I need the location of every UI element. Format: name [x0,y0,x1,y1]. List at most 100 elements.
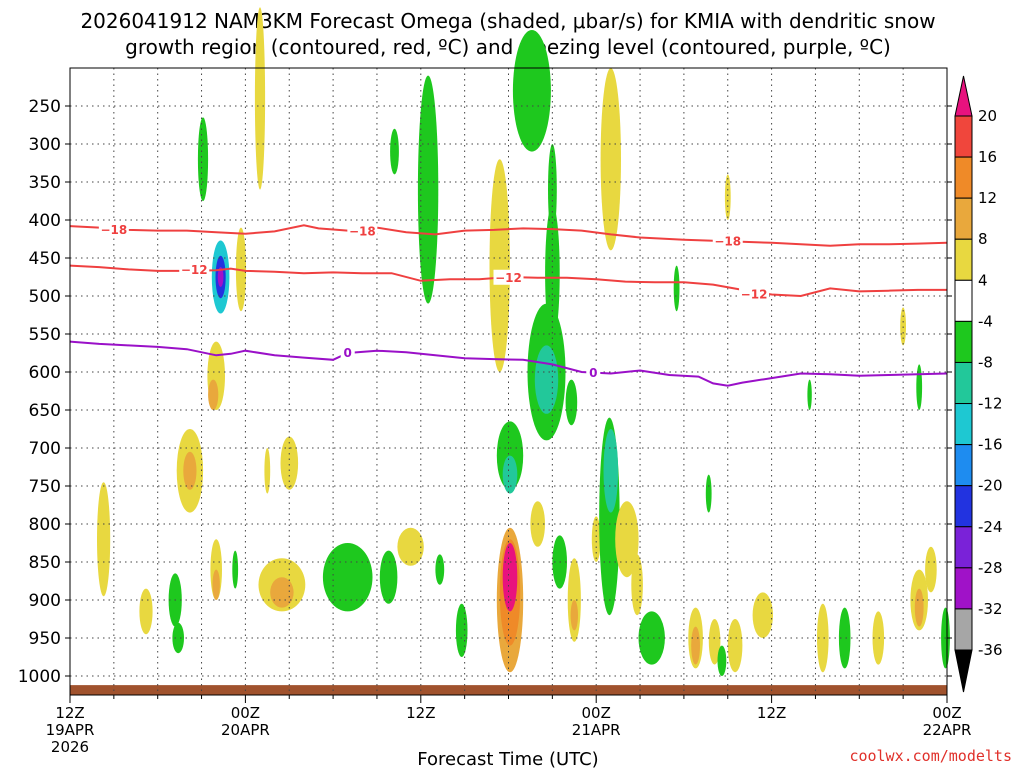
contour-label-background [347,223,378,239]
contour-line [69,224,948,247]
omega-cell [565,379,578,426]
x-axis: 12Z 19APR 2026 00Z 20APR 12Z 00Z 21APR 12Z 00Z 22A… [46,695,972,756]
omega-cell [502,543,518,612]
x-tick-label: 12Z [406,704,435,722]
y-tick-label: 700 [29,439,61,459]
omega-cell [600,68,621,251]
omega-cell [270,577,294,608]
colorbar-tick-label: -4 [978,312,993,330]
omega-cell [615,501,639,578]
omega-cell [838,607,851,669]
contour-label: 0 [589,366,597,380]
contour-label-background [712,233,743,249]
y-tick-label: 800 [29,515,61,535]
contour-label-background [493,269,524,285]
y-tick-label: 1000 [18,667,61,687]
omega-cell [208,379,219,410]
colorbar-tick-label: -24 [978,518,1003,536]
contour-label-background [586,364,601,380]
contour-label-background [98,221,129,237]
contour-label: −18 [349,224,376,238]
contour-line [69,340,948,387]
omega-cell [455,603,468,658]
omega-cell [534,345,559,414]
colorbar-bin [954,567,973,610]
omega-cell [397,527,424,566]
omega-cell [872,611,885,665]
y-tick-label: 850 [29,553,61,573]
colorbar-tick-label: 8 [978,230,988,248]
colorbar-tick-label: 20 [978,107,997,125]
omega-cell [390,128,399,175]
omega-cell [570,600,578,631]
colorbar-tick-label: -20 [978,477,1003,495]
omega-cell [217,267,224,287]
grid-lines [70,68,947,695]
omega-cell [280,436,299,490]
colorbar-bin [954,361,973,405]
omega-cell [97,482,111,597]
colorbar-tick-label: -16 [978,436,1003,454]
omega-cell [916,364,923,411]
colorbar-bin [954,320,973,363]
omega-cell [900,307,906,346]
chart-title-line2: growth region (contoured, red, ºC) and f… [125,35,891,59]
contour-label-background [340,345,355,360]
omega-shading [97,7,950,676]
omega-cell [638,611,665,665]
omega-cell [417,75,439,304]
omega-cell [691,626,700,665]
omega-cell [435,554,445,585]
y-tick-label: 500 [29,287,61,307]
omega-cell [817,603,829,673]
contour-label-background [739,286,770,302]
omega-cell [752,592,773,638]
y-tick-label: 400 [29,211,61,231]
colorbar-tick-label: -32 [978,600,1003,618]
omega-cell [705,474,712,513]
contour-label: −18 [100,223,127,237]
colorbar-bin [954,156,973,199]
colorbar-bottom-arrow [954,649,973,693]
colorbar-tick-label: -36 [978,641,1003,659]
colorbar-tick-label: -12 [978,395,1003,413]
omega-cell [322,543,373,612]
colorbar-bin [954,279,973,322]
x-tick-label: 12Z [757,704,786,722]
colorbar-bin [954,238,973,281]
omega-cell [512,30,551,152]
credit-text: coolwx.com/modelts [849,747,1012,765]
omega-cell [254,7,266,190]
omega-cell [914,588,924,627]
chart-title-line1: 2026041912 NAM3KM Forecast Omega (shaded… [80,9,935,33]
y-tick-label: 350 [29,173,61,193]
colorbar-bin [954,444,973,487]
omega-cell [264,448,271,494]
colorbar: 20 16 12 8 4 -4 -8 -12 -16 -20 -24 -28 -32 -36 [954,75,1003,693]
omega-cell [502,455,518,494]
colorbar-bin [954,485,973,528]
y-tick-label: 450 [29,249,61,269]
omega-cell [925,546,937,593]
x-tick-label: 00Z 20APR [221,704,270,739]
colorbar-tick-label: 12 [978,189,997,207]
x-tick-label: 00Z 22APR [923,704,972,739]
x-tick-label: 00Z 21APR [572,704,621,739]
omega-cell [807,379,812,410]
omega-cell [717,645,727,676]
y-tick-label: 950 [29,629,61,649]
temperature-contours: −18 −18 −18 −12 −12 −12 0 0 [69,221,948,387]
colorbar-tick-label: 16 [978,148,997,166]
colorbar-bin [954,608,973,651]
colorbar-tick-label: -28 [978,559,1003,577]
omega-cell [379,550,398,604]
x-tick-label: 12Z 19APR 2026 [46,704,95,756]
y-tick-label: 600 [29,363,61,383]
omega-cell [139,588,153,635]
colorbar-bin [954,526,973,569]
y-tick-label: 750 [29,477,61,497]
omega-cell [183,451,197,490]
omega-cell [545,204,560,342]
colorbar-bin [954,115,973,158]
